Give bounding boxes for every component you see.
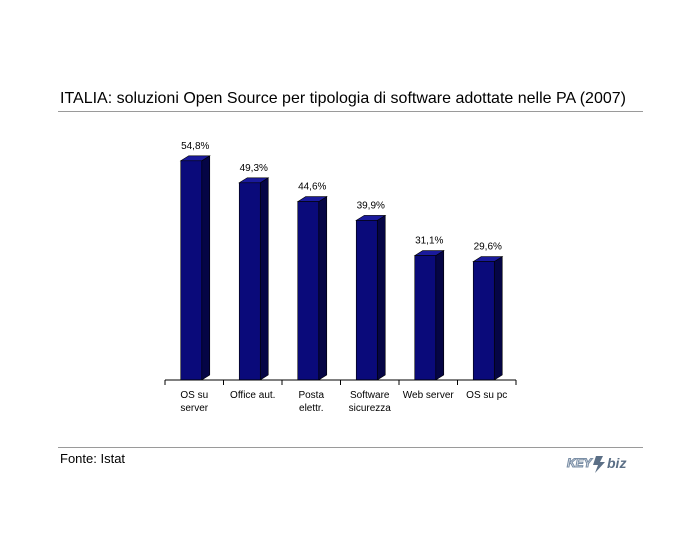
- bar-4: [355, 214, 387, 381]
- bar-group: 54,8% 49,3% 44,6% 39,9% 31,1% 29,6%: [179, 141, 504, 381]
- bar-6: [472, 256, 504, 381]
- x-tick-label-line: Office aut.: [230, 390, 275, 401]
- x-tick-label-line: Posta: [298, 390, 324, 401]
- data-label-6: 29,6%: [474, 242, 502, 253]
- x-tick-label-3: Posta elettr.: [298, 390, 324, 414]
- data-label-1: 54,8%: [181, 141, 209, 152]
- x-tick-label-1: OS su server: [180, 390, 208, 414]
- footer-divider: [58, 447, 643, 448]
- data-label-4: 39,9%: [357, 200, 385, 211]
- bar-front: [355, 220, 378, 381]
- x-tick-label-line: Software: [350, 390, 390, 401]
- bar-front: [414, 255, 437, 381]
- x-tick-label-line: elettr.: [299, 403, 323, 414]
- data-label-2: 49,3%: [240, 163, 268, 174]
- x-tick-label-line: Web server: [403, 390, 455, 401]
- svg-text:biz: biz: [607, 455, 626, 471]
- bar-side: [435, 250, 445, 381]
- bar-side: [318, 196, 328, 381]
- bar-side: [493, 256, 503, 381]
- x-tick-label-line: sicurezza: [349, 403, 392, 414]
- bar-front: [472, 261, 495, 381]
- bar-front: [238, 182, 261, 381]
- bar-front: [180, 160, 203, 381]
- title-divider: [58, 111, 643, 112]
- bar-side: [259, 177, 269, 381]
- key4biz-logo: KEY biz: [566, 455, 626, 473]
- bar-front: [297, 201, 320, 381]
- x-tick-label-2: Office aut.: [230, 390, 275, 401]
- x-axis: OS su server Office aut. Posta elettr. Softwa…: [164, 379, 517, 414]
- bar-3: [296, 196, 328, 381]
- x-tick-label-line: OS su: [180, 390, 208, 401]
- x-tick-label-5: Web server: [403, 390, 455, 401]
- x-tick-label-line: server: [180, 403, 208, 414]
- bar-2: [238, 177, 270, 381]
- x-tick-label-4: Software sicurezza: [349, 390, 392, 414]
- bar-side: [201, 155, 211, 381]
- chart-title: ITALIA: soluzioni Open Source per tipolo…: [60, 90, 626, 107]
- svg-text:KEY: KEY: [567, 456, 593, 470]
- x-tick-label-line: OS su pc: [466, 390, 507, 401]
- data-label-5: 31,1%: [415, 236, 443, 247]
- bar-side: [376, 214, 386, 381]
- data-label-3: 44,6%: [298, 182, 326, 193]
- bar-1: [179, 155, 211, 381]
- bar-5: [413, 250, 445, 381]
- x-tick-label-6: OS su pc: [466, 390, 507, 401]
- source-note: Fonte: Istat: [60, 451, 126, 466]
